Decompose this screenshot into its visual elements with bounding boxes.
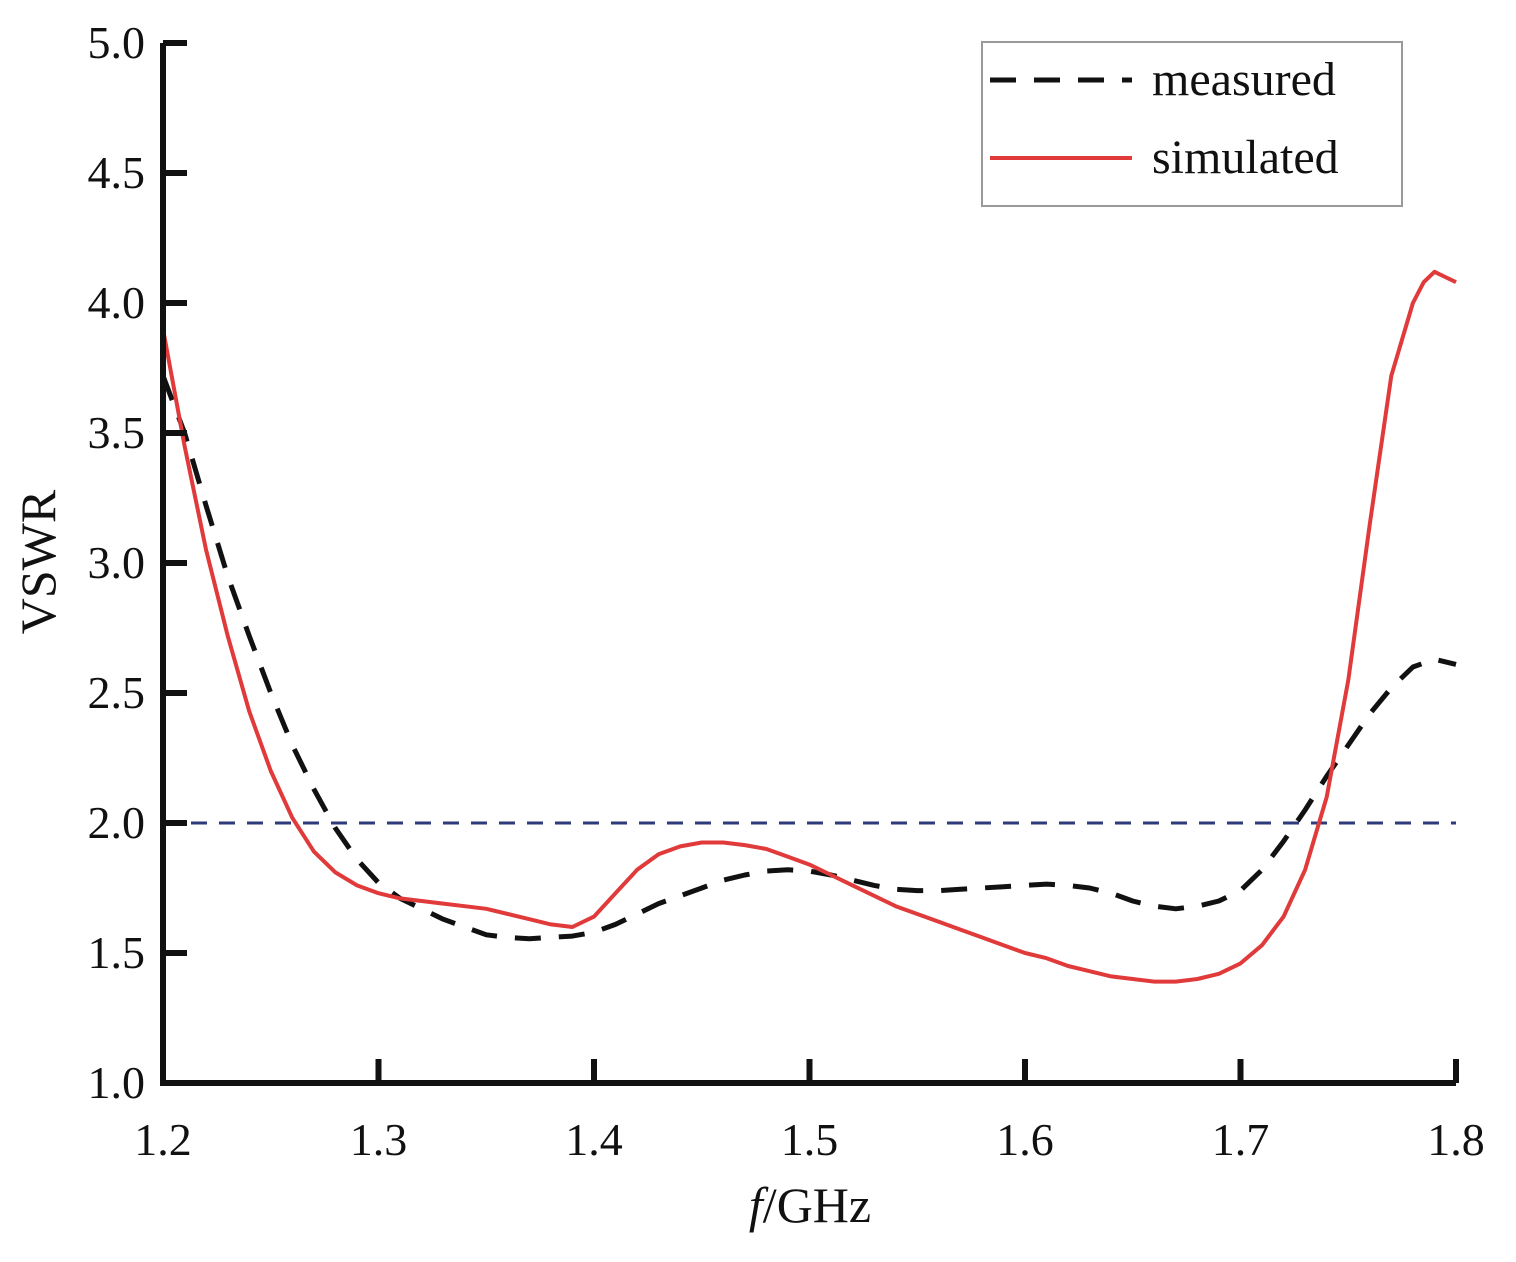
y-tick-label: 3.5 xyxy=(88,407,146,458)
y-tick-label: 1.5 xyxy=(88,927,146,978)
x-tick-label: 1.8 xyxy=(1427,1114,1485,1165)
x-tick-label: 1.4 xyxy=(565,1114,623,1165)
y-tick-label: 2.5 xyxy=(88,667,146,718)
legend-label-simulated: simulated xyxy=(1152,131,1339,184)
ticks-group: 1.0 1.5 2.0 2.5 3.0 3.5 4.0 4.5 5.0 1.2 1.3 1.4 1.5 1… xyxy=(88,17,1485,1165)
x-tick-label: 1.3 xyxy=(350,1114,408,1165)
x-tick-label: 1.2 xyxy=(134,1114,192,1165)
y-tick-label: 4.0 xyxy=(88,277,146,328)
legend: measured simulated xyxy=(981,41,1403,207)
x-axis-title: f/GHz xyxy=(749,1177,871,1233)
y-tick-label: 4.5 xyxy=(88,147,146,198)
x-axis-title-unit: /GHz xyxy=(763,1177,871,1233)
series-line-measured xyxy=(160,374,1457,942)
x-tick-label: 1.5 xyxy=(781,1114,839,1165)
y-tick-label: 1.0 xyxy=(88,1057,146,1108)
legend-box xyxy=(981,41,1403,207)
legend-label-measured: measured xyxy=(1152,53,1336,106)
y-tick-label: 3.0 xyxy=(88,537,146,588)
series-group xyxy=(160,269,1457,984)
y-tick-label: 5.0 xyxy=(88,17,146,68)
x-tick-label: 1.6 xyxy=(996,1114,1054,1165)
y-axis-title: VSWR xyxy=(10,489,66,634)
series-line-simulated xyxy=(161,269,1457,984)
y-tick-label: 2.0 xyxy=(88,797,146,848)
x-tick-label: 1.7 xyxy=(1212,1114,1270,1165)
